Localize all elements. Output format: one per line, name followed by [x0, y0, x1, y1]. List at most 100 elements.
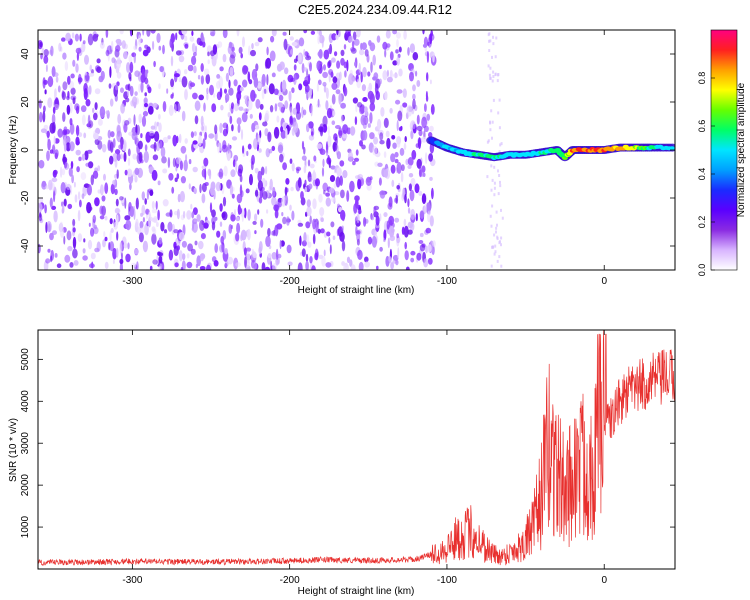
noise-speckle: [109, 98, 114, 107]
x-tick-label: 0: [601, 276, 607, 287]
noise-speckle: [172, 157, 176, 168]
noise-speckle: [407, 198, 410, 208]
colorbar-ticks: 0.0 0.2 0.4 0.6 0.8: [697, 72, 715, 276]
noise-speckle: [72, 218, 76, 227]
noise-speckle: [140, 212, 144, 217]
noise-speckle: [130, 206, 134, 218]
noise-speckle: [220, 236, 224, 245]
noise-speckle: [270, 260, 273, 270]
noise-speckle: [148, 130, 155, 137]
noise-speckle: [192, 140, 198, 145]
noise-speckle: [127, 148, 131, 157]
noise-speckle: [313, 155, 317, 162]
noise-speckle: [340, 49, 345, 57]
noise-speckle: [336, 60, 341, 69]
noise-speckle: [356, 78, 362, 89]
noise-speckle: [298, 83, 303, 91]
noise-speckle: [257, 80, 263, 91]
noise-speckle: [306, 206, 312, 217]
noise-speckle: [258, 148, 262, 153]
colorbar-gradient: [711, 30, 737, 270]
noise-speckle: [359, 49, 365, 56]
noise-speckle: [353, 38, 360, 46]
noise-speckle: [247, 71, 251, 82]
noise-speckle: [79, 199, 82, 208]
noise-speckle: [136, 124, 141, 136]
noise-speckle: [205, 73, 211, 85]
noise-speckle: [76, 52, 79, 61]
noise-speckle: [289, 158, 293, 164]
noise-speckle: [266, 209, 269, 214]
faint-speckle: [491, 55, 493, 59]
noise-speckle: [340, 102, 346, 109]
noise-speckle: [303, 165, 307, 174]
noise-speckle: [397, 110, 403, 122]
noise-speckle: [426, 50, 429, 63]
noise-speckle: [184, 69, 188, 75]
noise-speckle: [229, 115, 233, 125]
faint-speckle: [491, 178, 494, 182]
noise-speckle: [328, 187, 335, 194]
noise-speckle: [107, 129, 112, 139]
noise-speckle: [380, 107, 385, 117]
noise-speckle: [171, 186, 175, 194]
noise-speckle: [265, 235, 271, 247]
noise-speckle: [180, 176, 186, 184]
noise-speckle: [243, 207, 247, 219]
noise-speckle: [292, 107, 297, 115]
noise-speckle: [114, 188, 118, 196]
noise-speckle: [300, 191, 304, 200]
faint-speckle: [492, 42, 495, 46]
faint-speckle: [495, 36, 498, 40]
faint-speckle: [489, 76, 492, 80]
noise-speckle: [42, 110, 46, 123]
noise-speckle: [181, 110, 186, 122]
noise-speckle: [94, 197, 100, 207]
noise-speckle: [94, 224, 97, 230]
noise-speckle: [301, 248, 306, 257]
noise-speckle: [96, 241, 101, 252]
noise-speckle: [215, 181, 221, 192]
noise-speckle: [120, 103, 125, 114]
noise-speckle: [312, 198, 317, 210]
noise-speckle: [328, 237, 331, 244]
noise-speckle: [382, 41, 388, 50]
noise-speckle: [225, 97, 228, 103]
noise-speckle: [407, 221, 413, 229]
noise-speckle: [192, 92, 198, 100]
noise-speckle: [229, 66, 234, 77]
noise-speckle: [82, 40, 86, 45]
faint-speckle: [487, 64, 490, 68]
noise-speckle: [272, 186, 276, 197]
noise-speckle: [121, 40, 126, 49]
noise-speckle: [323, 189, 326, 195]
noise-speckle: [132, 153, 138, 160]
noise-speckle: [338, 93, 342, 105]
noise-speckle: [318, 193, 323, 203]
noise-speckle: [303, 67, 308, 72]
noise-speckle: [181, 30, 188, 35]
noise-speckle: [429, 176, 433, 181]
noise-speckle: [392, 142, 397, 149]
noise-speckle: [111, 57, 116, 64]
noise-speckle: [83, 238, 86, 243]
noise-speckle: [62, 112, 66, 123]
noise-speckle: [365, 176, 372, 186]
noise-speckle: [352, 77, 356, 82]
noise-speckle: [63, 235, 66, 245]
noise-speckle: [61, 168, 66, 176]
noise-speckle: [341, 240, 346, 252]
noise-speckle: [158, 83, 161, 90]
noise-speckle: [424, 204, 427, 213]
noise-speckle: [289, 115, 294, 126]
noise-speckle: [193, 65, 197, 74]
faint-speckle: [493, 181, 496, 185]
faint-speckle: [497, 73, 499, 77]
noise-speckle: [421, 136, 427, 143]
noise-speckle: [75, 63, 79, 73]
noise-speckle: [254, 213, 258, 222]
noise-speckle: [303, 146, 306, 155]
noise-speckle: [331, 197, 336, 203]
noise-speckle: [202, 41, 206, 48]
